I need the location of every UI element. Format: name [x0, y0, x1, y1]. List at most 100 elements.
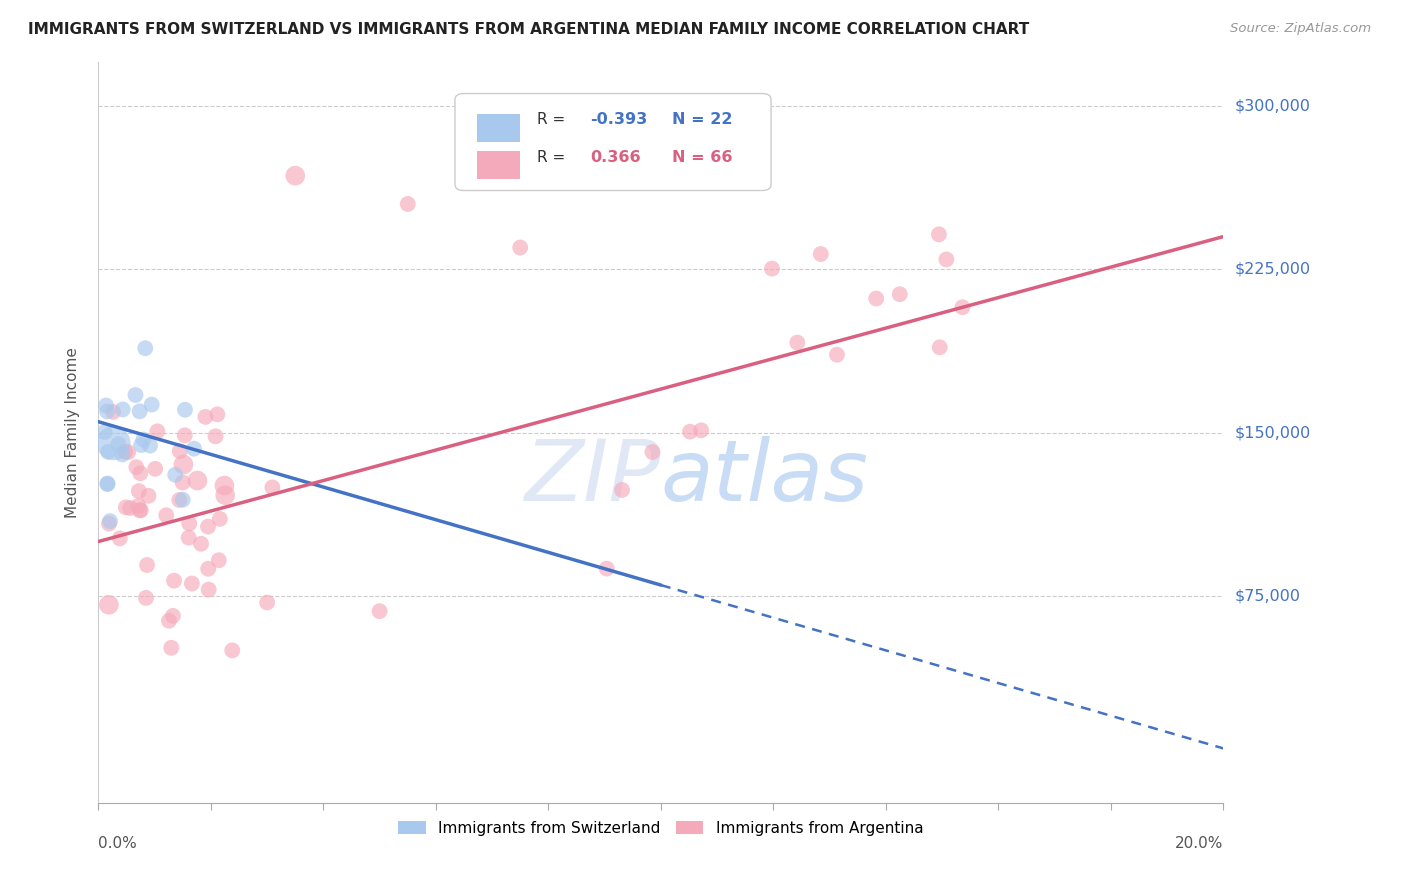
- Point: [173, 428, 195, 442]
- Point: [214, 488, 236, 502]
- Point: [146, 425, 169, 439]
- Text: -0.393: -0.393: [591, 112, 647, 127]
- Point: [132, 433, 155, 447]
- Text: Source: ZipAtlas.com: Source: ZipAtlas.com: [1230, 22, 1371, 36]
- Point: [96, 404, 118, 418]
- FancyBboxPatch shape: [456, 94, 770, 191]
- Point: [128, 404, 150, 418]
- Point: [134, 341, 156, 355]
- Text: R =: R =: [537, 150, 571, 164]
- Point: [197, 562, 219, 576]
- Point: [179, 516, 201, 531]
- Point: [98, 514, 121, 528]
- Point: [509, 240, 531, 255]
- Point: [889, 287, 911, 301]
- Point: [810, 247, 832, 261]
- Point: [155, 508, 177, 523]
- Point: [120, 501, 142, 516]
- Text: $75,000: $75,000: [1234, 589, 1301, 603]
- Point: [172, 475, 194, 490]
- Point: [172, 458, 194, 472]
- Point: [101, 405, 124, 419]
- Point: [124, 388, 146, 402]
- Text: 20.0%: 20.0%: [1175, 836, 1223, 851]
- Text: 0.366: 0.366: [591, 150, 641, 164]
- Point: [129, 438, 152, 452]
- Text: $225,000: $225,000: [1234, 262, 1310, 277]
- Text: atlas: atlas: [661, 435, 869, 518]
- Text: ZIP: ZIP: [524, 435, 661, 518]
- Point: [194, 409, 217, 424]
- Point: [143, 462, 166, 476]
- Point: [96, 477, 118, 491]
- Point: [128, 484, 150, 499]
- Point: [396, 197, 419, 211]
- Point: [952, 300, 974, 314]
- Point: [141, 398, 163, 412]
- Point: [690, 423, 713, 437]
- Point: [127, 499, 149, 513]
- Point: [172, 492, 194, 507]
- Text: IMMIGRANTS FROM SWITZERLAND VS IMMIGRANTS FROM ARGENTINA MEDIAN FAMILY INCOME CO: IMMIGRANTS FROM SWITZERLAND VS IMMIGRANT…: [28, 22, 1029, 37]
- Point: [117, 445, 139, 459]
- Text: 0.0%: 0.0%: [98, 836, 138, 851]
- Point: [129, 467, 152, 481]
- Point: [596, 561, 619, 575]
- Text: R =: R =: [537, 112, 571, 127]
- Text: N = 22: N = 22: [672, 112, 733, 127]
- Point: [641, 445, 664, 459]
- Point: [138, 489, 160, 503]
- Point: [174, 402, 197, 417]
- Point: [162, 608, 184, 623]
- Point: [114, 445, 136, 459]
- Text: $150,000: $150,000: [1234, 425, 1310, 440]
- Point: [204, 429, 226, 443]
- FancyBboxPatch shape: [478, 113, 520, 142]
- Text: $300,000: $300,000: [1234, 98, 1310, 113]
- Point: [111, 402, 134, 417]
- Point: [786, 335, 808, 350]
- Point: [96, 476, 118, 491]
- Point: [97, 445, 120, 459]
- Point: [165, 467, 187, 482]
- Point: [97, 598, 120, 612]
- Point: [136, 558, 159, 572]
- Point: [197, 519, 219, 533]
- Point: [177, 531, 200, 545]
- Point: [180, 576, 202, 591]
- Legend: Immigrants from Switzerland, Immigrants from Argentina: Immigrants from Switzerland, Immigrants …: [391, 813, 931, 843]
- Y-axis label: Median Family Income: Median Family Income: [65, 347, 80, 518]
- Point: [825, 348, 848, 362]
- Point: [186, 474, 208, 488]
- Point: [207, 408, 229, 422]
- Point: [221, 643, 243, 657]
- Point: [208, 553, 231, 567]
- Point: [160, 640, 183, 655]
- Point: [125, 460, 148, 475]
- Point: [190, 537, 212, 551]
- Point: [928, 227, 950, 242]
- Point: [94, 399, 117, 413]
- Point: [139, 439, 162, 453]
- Point: [928, 340, 950, 354]
- Point: [262, 480, 284, 494]
- Point: [128, 503, 150, 517]
- Point: [183, 442, 205, 456]
- Text: N = 66: N = 66: [672, 150, 733, 164]
- Point: [93, 425, 115, 439]
- Point: [157, 614, 180, 628]
- Point: [135, 591, 157, 605]
- Point: [107, 437, 129, 451]
- Point: [108, 532, 131, 546]
- Point: [129, 503, 152, 517]
- Point: [163, 574, 186, 588]
- Point: [103, 436, 125, 450]
- Point: [679, 425, 702, 439]
- Point: [256, 595, 278, 609]
- Point: [111, 447, 134, 461]
- Point: [214, 478, 236, 492]
- Point: [284, 169, 307, 183]
- Point: [115, 500, 138, 515]
- Point: [169, 493, 191, 508]
- Point: [610, 483, 633, 497]
